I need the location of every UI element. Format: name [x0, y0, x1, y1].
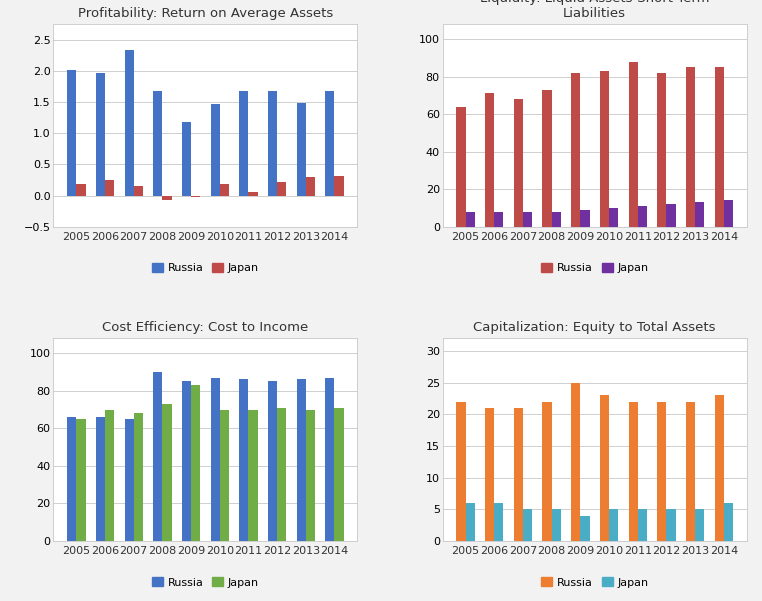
- Bar: [96, 417, 105, 541]
- Bar: [485, 94, 495, 227]
- Bar: [182, 382, 191, 541]
- Bar: [724, 201, 733, 227]
- Bar: [514, 408, 523, 541]
- Bar: [657, 401, 667, 541]
- Bar: [162, 195, 171, 200]
- Bar: [133, 413, 143, 541]
- Bar: [695, 203, 704, 227]
- Bar: [182, 122, 191, 195]
- Bar: [715, 67, 724, 227]
- Bar: [210, 377, 219, 541]
- Bar: [76, 185, 85, 195]
- Legend: Russia, Japan: Russia, Japan: [148, 258, 264, 278]
- Title: Liquidity: Liquid Assets-Short Term
Liabilities: Liquidity: Liquid Assets-Short Term Liab…: [480, 0, 709, 20]
- Bar: [523, 509, 532, 541]
- Bar: [219, 184, 229, 195]
- Bar: [724, 503, 733, 541]
- Bar: [325, 377, 335, 541]
- Bar: [219, 409, 229, 541]
- Title: Capitalization: Equity to Total Assets: Capitalization: Equity to Total Assets: [473, 322, 716, 334]
- Bar: [191, 385, 200, 541]
- Bar: [456, 106, 466, 227]
- Bar: [572, 73, 581, 227]
- Bar: [96, 73, 105, 195]
- Bar: [657, 73, 667, 227]
- Bar: [133, 186, 143, 195]
- Bar: [325, 91, 335, 195]
- Title: Profitability: Return on Average Assets: Profitability: Return on Average Assets: [78, 7, 333, 20]
- Bar: [552, 509, 561, 541]
- Bar: [638, 509, 647, 541]
- Bar: [466, 503, 475, 541]
- Bar: [124, 419, 133, 541]
- Legend: Russia, Japan: Russia, Japan: [536, 573, 652, 592]
- Bar: [715, 395, 724, 541]
- Bar: [581, 210, 590, 227]
- Bar: [76, 419, 85, 541]
- Bar: [67, 417, 76, 541]
- Bar: [162, 404, 171, 541]
- Bar: [485, 408, 495, 541]
- Bar: [667, 509, 676, 541]
- Bar: [495, 212, 504, 227]
- Bar: [105, 409, 114, 541]
- Bar: [466, 212, 475, 227]
- Legend: Russia, Japan: Russia, Japan: [148, 573, 264, 592]
- Bar: [552, 212, 561, 227]
- Bar: [239, 379, 248, 541]
- Bar: [523, 212, 532, 227]
- Bar: [268, 91, 277, 195]
- Bar: [296, 379, 306, 541]
- Bar: [248, 192, 258, 195]
- Bar: [191, 195, 200, 197]
- Bar: [638, 206, 647, 227]
- Bar: [248, 409, 258, 541]
- Bar: [686, 401, 695, 541]
- Bar: [67, 70, 76, 195]
- Bar: [581, 516, 590, 541]
- Legend: Russia, Japan: Russia, Japan: [536, 258, 652, 278]
- Bar: [629, 61, 638, 227]
- Bar: [239, 91, 248, 195]
- Bar: [495, 503, 504, 541]
- Bar: [277, 182, 287, 195]
- Bar: [296, 103, 306, 195]
- Bar: [210, 105, 219, 195]
- Bar: [543, 90, 552, 227]
- Bar: [268, 382, 277, 541]
- Bar: [456, 401, 466, 541]
- Bar: [695, 509, 704, 541]
- Bar: [105, 180, 114, 195]
- Bar: [124, 50, 133, 195]
- Bar: [572, 383, 581, 541]
- Bar: [543, 401, 552, 541]
- Bar: [686, 67, 695, 227]
- Bar: [277, 407, 287, 541]
- Bar: [306, 409, 315, 541]
- Bar: [335, 407, 344, 541]
- Bar: [306, 177, 315, 195]
- Bar: [609, 509, 618, 541]
- Bar: [600, 395, 609, 541]
- Bar: [667, 204, 676, 227]
- Bar: [629, 401, 638, 541]
- Bar: [335, 176, 344, 195]
- Bar: [600, 71, 609, 227]
- Bar: [609, 208, 618, 227]
- Title: Cost Efficiency: Cost to Income: Cost Efficiency: Cost to Income: [102, 322, 309, 334]
- Bar: [153, 372, 162, 541]
- Bar: [153, 91, 162, 195]
- Bar: [514, 99, 523, 227]
